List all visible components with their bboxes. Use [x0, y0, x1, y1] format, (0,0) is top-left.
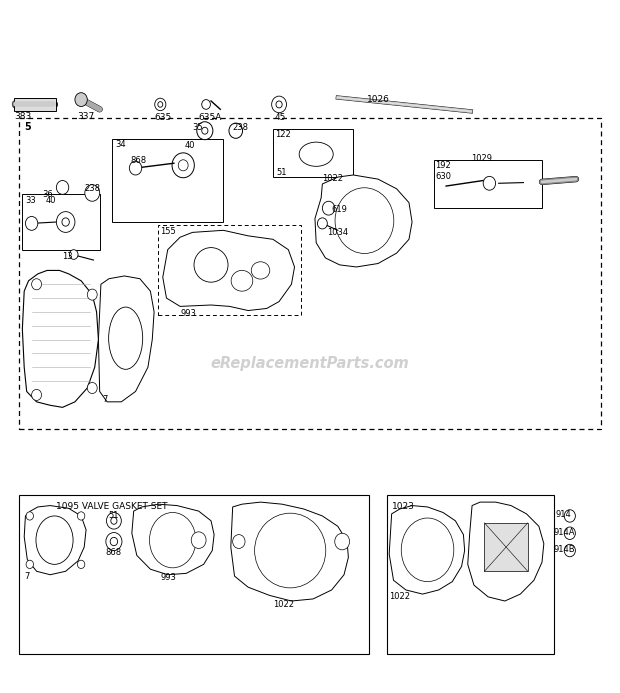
- Bar: [19, 495, 369, 654]
- Text: 868: 868: [131, 157, 147, 166]
- Text: 1023: 1023: [392, 502, 415, 511]
- Text: 914B: 914B: [553, 545, 575, 554]
- Circle shape: [178, 160, 188, 171]
- Text: 1022: 1022: [273, 599, 294, 608]
- Text: 7: 7: [103, 395, 108, 404]
- Text: 914A: 914A: [553, 527, 575, 536]
- Polygon shape: [99, 276, 154, 402]
- Bar: [159, 225, 301, 315]
- Text: 122: 122: [275, 130, 291, 139]
- Polygon shape: [22, 270, 99, 407]
- Text: 40: 40: [45, 195, 56, 204]
- Polygon shape: [163, 230, 294, 310]
- Bar: [14, 98, 56, 111]
- Text: 993: 993: [161, 573, 176, 582]
- Bar: [484, 523, 528, 571]
- Text: 1022: 1022: [389, 592, 410, 601]
- Polygon shape: [231, 502, 348, 601]
- Circle shape: [483, 176, 495, 190]
- Circle shape: [78, 560, 85, 568]
- Polygon shape: [389, 506, 464, 594]
- Text: 155: 155: [161, 227, 176, 236]
- Text: 40: 40: [184, 141, 195, 150]
- Circle shape: [232, 534, 245, 548]
- Circle shape: [564, 527, 575, 539]
- Text: 5: 5: [24, 122, 31, 132]
- Circle shape: [172, 153, 194, 177]
- Circle shape: [110, 537, 118, 545]
- Circle shape: [276, 101, 282, 108]
- Text: 1029: 1029: [471, 155, 492, 164]
- Text: 1095 VALVE GASKET SET: 1095 VALVE GASKET SET: [56, 502, 168, 511]
- Bar: [112, 139, 223, 222]
- Text: 635A: 635A: [198, 113, 222, 122]
- Text: 383: 383: [14, 112, 32, 121]
- Text: 13: 13: [63, 252, 73, 261]
- Text: 238: 238: [232, 123, 248, 132]
- Polygon shape: [24, 506, 86, 574]
- Circle shape: [26, 560, 33, 568]
- Text: 51: 51: [277, 168, 287, 177]
- Text: 619: 619: [332, 204, 348, 213]
- Circle shape: [85, 184, 100, 201]
- Circle shape: [75, 93, 87, 107]
- Circle shape: [564, 510, 575, 522]
- Circle shape: [56, 211, 75, 232]
- Text: 33: 33: [25, 195, 36, 204]
- Text: 1022: 1022: [322, 174, 343, 182]
- Text: 635: 635: [154, 113, 171, 122]
- Circle shape: [130, 161, 142, 175]
- Polygon shape: [315, 175, 412, 267]
- Text: 914: 914: [556, 511, 572, 520]
- Text: 36: 36: [43, 189, 53, 198]
- Circle shape: [322, 201, 335, 215]
- Bar: [434, 160, 542, 208]
- Circle shape: [69, 249, 78, 259]
- Polygon shape: [132, 505, 214, 574]
- Text: 1026: 1026: [367, 96, 390, 105]
- Circle shape: [564, 544, 575, 556]
- Bar: [19, 119, 601, 430]
- Circle shape: [62, 218, 69, 226]
- Circle shape: [191, 532, 206, 548]
- Text: 51: 51: [108, 511, 119, 520]
- Text: 238: 238: [85, 184, 101, 193]
- Text: 34: 34: [115, 141, 126, 150]
- Circle shape: [107, 513, 122, 529]
- Text: 7: 7: [24, 572, 30, 581]
- Text: 35: 35: [192, 123, 203, 132]
- Text: 868: 868: [106, 548, 122, 557]
- Bar: [273, 129, 353, 177]
- Circle shape: [78, 512, 85, 520]
- Circle shape: [202, 128, 208, 134]
- Bar: [388, 495, 554, 654]
- Circle shape: [155, 98, 166, 111]
- Circle shape: [87, 383, 97, 394]
- Polygon shape: [467, 502, 544, 601]
- Text: 45: 45: [274, 113, 285, 122]
- Circle shape: [32, 279, 42, 290]
- Bar: [22, 194, 100, 249]
- Text: eReplacementParts.com: eReplacementParts.com: [211, 356, 409, 371]
- Text: 630: 630: [436, 172, 451, 180]
- Circle shape: [229, 123, 242, 139]
- Circle shape: [32, 389, 42, 401]
- Circle shape: [272, 96, 286, 113]
- Circle shape: [87, 289, 97, 300]
- Text: 993: 993: [180, 309, 196, 318]
- Circle shape: [111, 518, 117, 524]
- Circle shape: [25, 216, 38, 230]
- Text: 192: 192: [436, 161, 451, 170]
- Circle shape: [158, 102, 163, 107]
- Circle shape: [26, 512, 33, 520]
- Circle shape: [317, 218, 327, 229]
- Circle shape: [106, 532, 122, 550]
- Circle shape: [56, 180, 69, 194]
- Text: 1034: 1034: [327, 227, 348, 236]
- Circle shape: [335, 533, 350, 550]
- Circle shape: [197, 122, 213, 140]
- Text: 337: 337: [77, 112, 94, 121]
- Circle shape: [202, 100, 210, 109]
